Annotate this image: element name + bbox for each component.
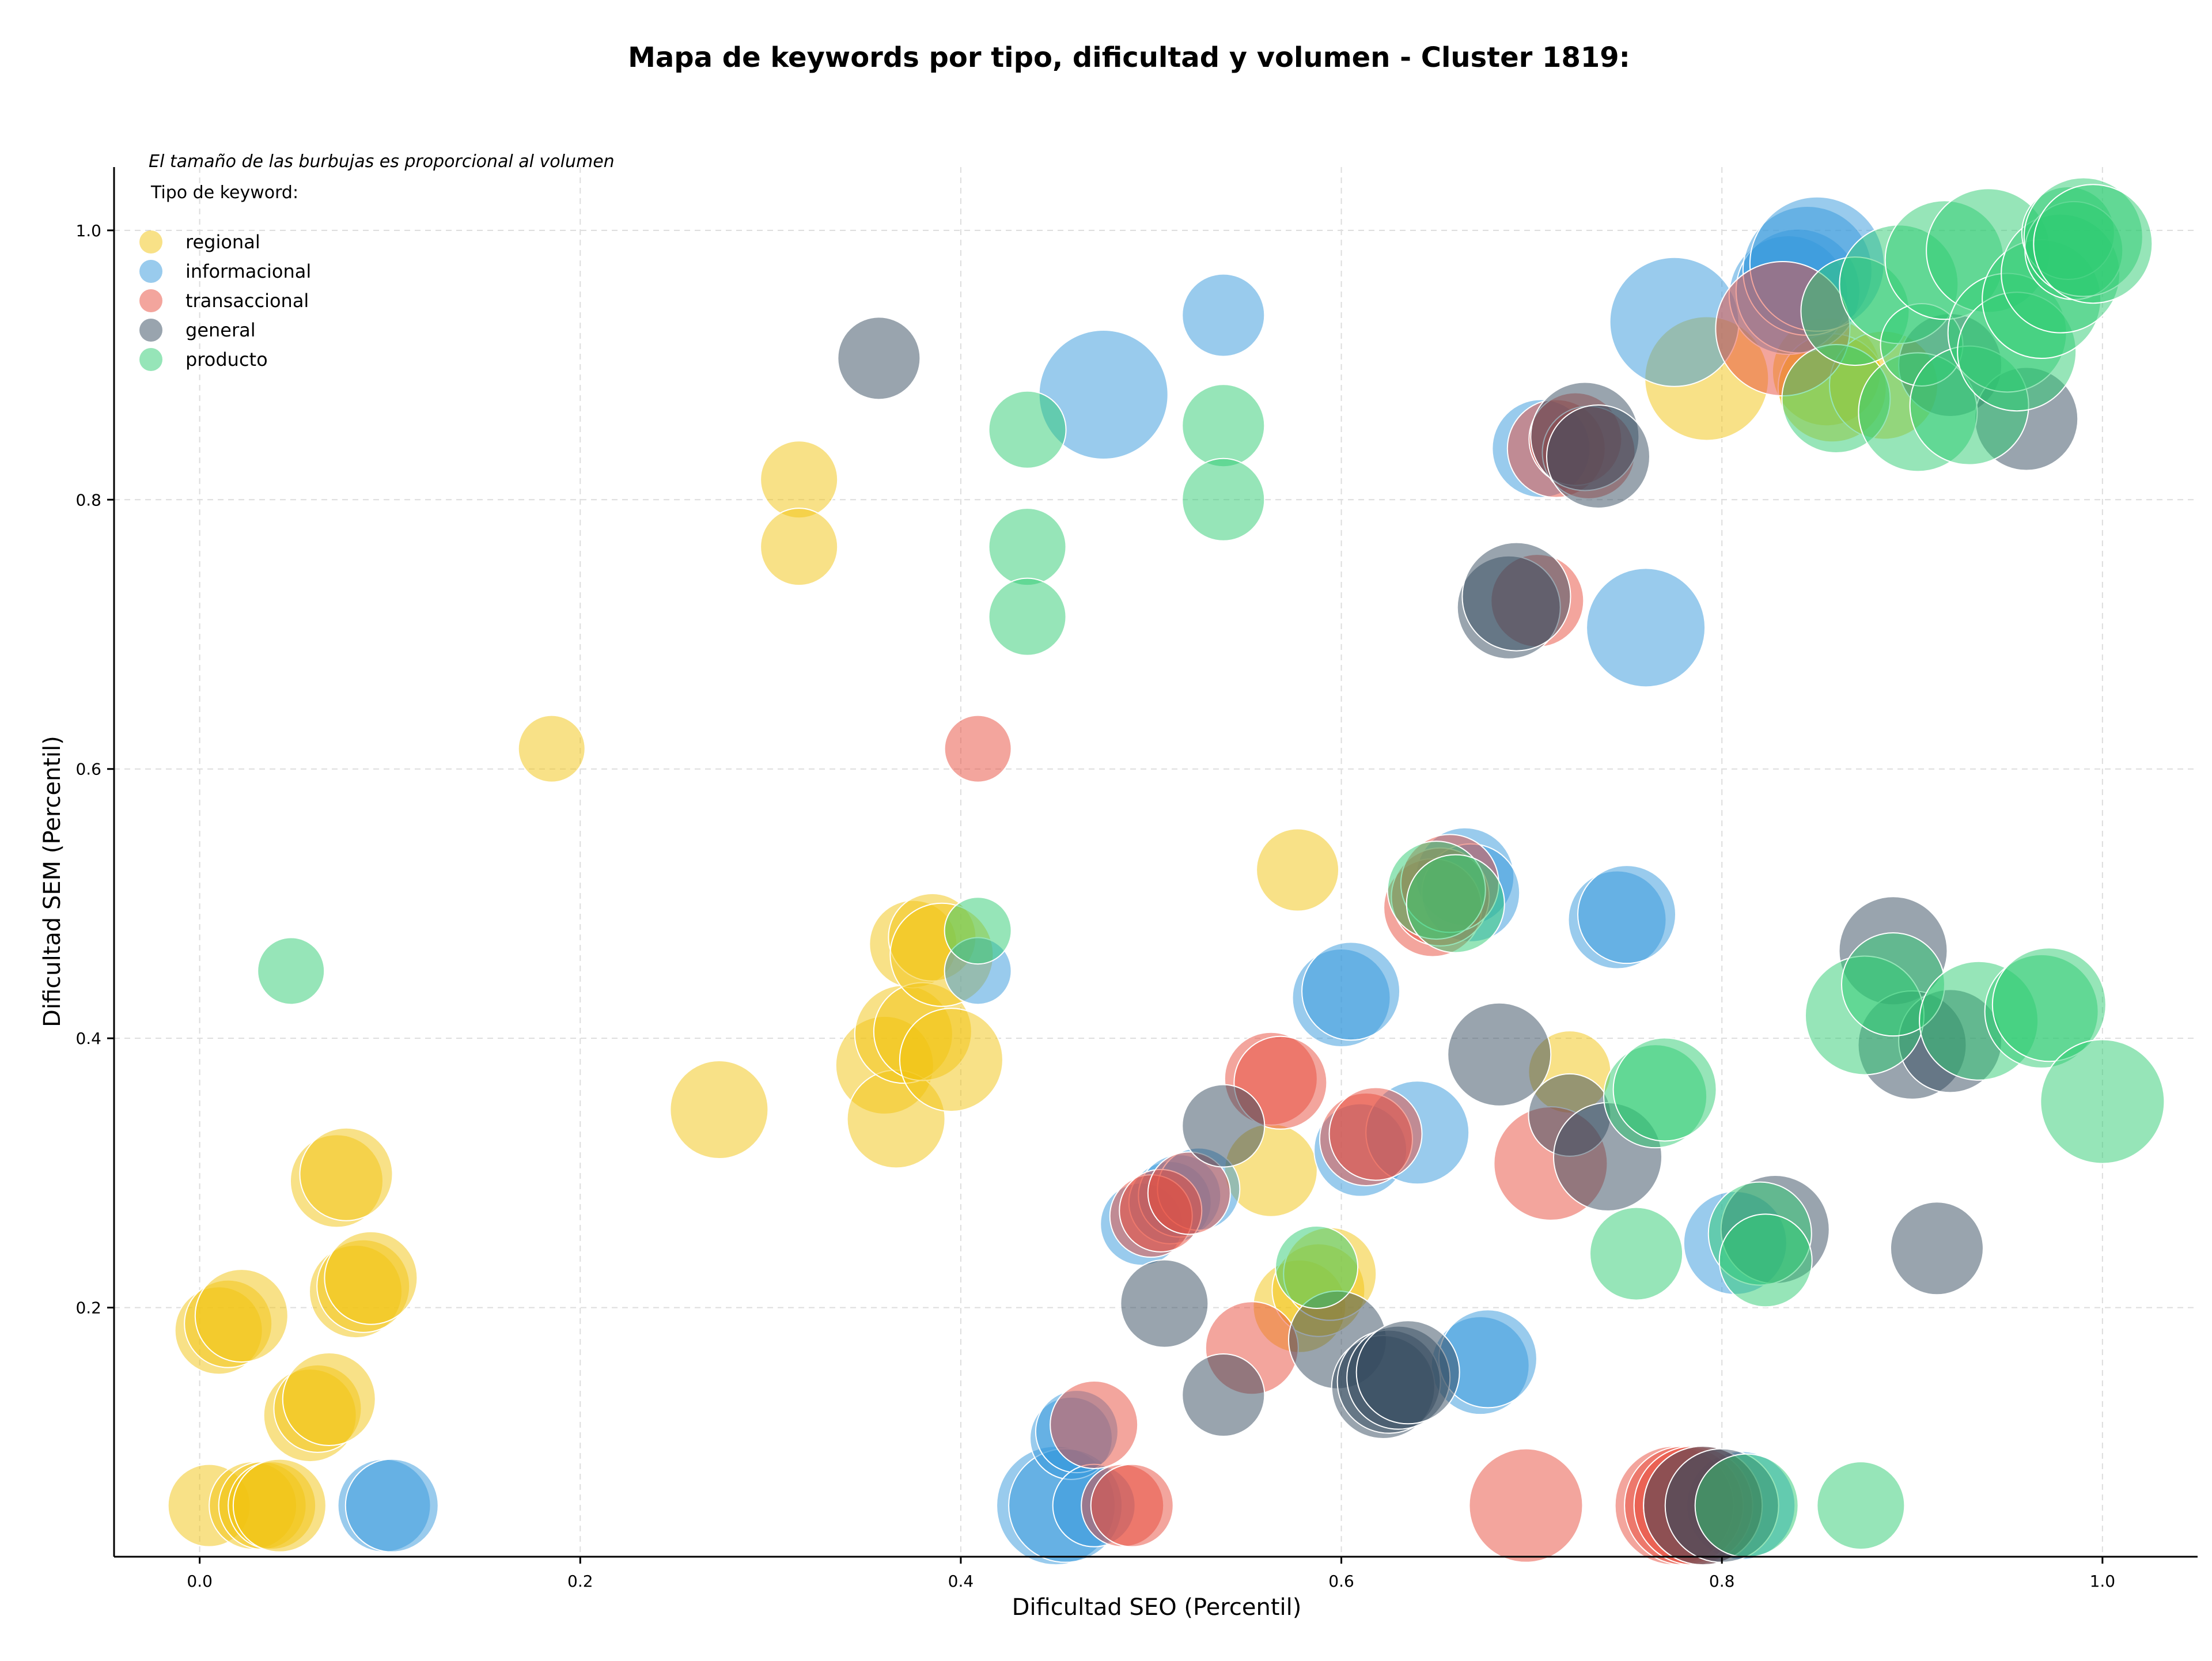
bubble-general (837, 316, 921, 400)
legend-marker-general (139, 319, 162, 342)
bubble-producto (257, 937, 325, 1005)
bubble-producto (988, 508, 1067, 587)
bubble-producto (1181, 384, 1266, 468)
bubble-general (1181, 1084, 1266, 1168)
bubble-general (1461, 542, 1571, 652)
bubble-transaccional (944, 714, 1012, 783)
legend-marker-regional (139, 230, 162, 253)
legend-title: Tipo de keyword: (150, 183, 298, 203)
bubble-transaccional (1147, 1151, 1231, 1235)
bubble-regional (194, 1269, 289, 1363)
bubble-regional (232, 1458, 327, 1553)
bubble-producto (1275, 1225, 1359, 1309)
x-tick-label: 0.2 (567, 1572, 593, 1591)
bubble-regional (669, 1060, 769, 1160)
y-tick-label: 0.4 (75, 1029, 101, 1048)
bubble-producto (1991, 947, 2107, 1062)
axes: 0.0 0.2 0.4 0.6 0.8 1.0 0.2 0.4 0.6 0.8 1.0 (75, 167, 2198, 1591)
bubble-regional (760, 440, 839, 519)
bubble-producto (944, 896, 1012, 965)
bubble-regional (899, 1008, 1003, 1113)
bubble-regional (517, 714, 586, 783)
bubble-producto (1612, 1037, 1717, 1142)
x-tick-label: 0.8 (1709, 1572, 1735, 1591)
legend: regional informacional transaccional genera… (139, 230, 311, 371)
bubble-informacional (1181, 273, 1266, 357)
bubble-regional (324, 1231, 418, 1325)
bubble-producto (1816, 1461, 1906, 1550)
legend-marker-informacional (139, 260, 162, 283)
legend-label-transaccional: transaccional (185, 290, 309, 312)
x-tick-label: 0.0 (187, 1572, 213, 1591)
volume-note: El tamaño de las burbujas es proporciona… (149, 152, 615, 172)
bubble-general (1889, 1201, 1984, 1296)
bubble-transaccional (1050, 1380, 1139, 1469)
bubble-producto (988, 390, 1067, 469)
x-tick-label: 0.6 (1328, 1572, 1354, 1591)
legend-marker-producto (139, 348, 162, 371)
bubbles (167, 177, 2165, 1566)
y-tick-label: 0.6 (75, 760, 101, 779)
bubble-informacional (1301, 941, 1401, 1041)
x-tick-label: 0.4 (948, 1572, 974, 1591)
bubble-general (1181, 1353, 1266, 1437)
y-axis-label: Dificultad SEM (Percentil) (39, 736, 66, 1027)
bubble-general (1120, 1259, 1209, 1348)
bubble-informacional (1586, 567, 1706, 688)
bubble-producto (1589, 1206, 1684, 1301)
x-axis-label: Dificultad SEO (Percentil) (1012, 1594, 1302, 1621)
legend-marker-transaccional (139, 289, 162, 312)
bubble-informacional (344, 1458, 439, 1553)
bubble-regional (1256, 828, 1340, 912)
bubble-producto (1694, 1453, 1799, 1558)
bubble-producto (2040, 1039, 2165, 1164)
y-tick-label: 0.8 (75, 490, 101, 509)
y-tick-label: 1.0 (75, 221, 101, 240)
legend-label-producto: producto (185, 349, 268, 370)
bubble-general (1355, 1320, 1460, 1425)
bubble-transaccional (1090, 1463, 1174, 1548)
bubble-general (1447, 1002, 1552, 1107)
bubble-regional (299, 1127, 393, 1221)
x-tick-label: 1.0 (2090, 1572, 2116, 1591)
legend-label-general: general (185, 319, 256, 341)
bubble-producto (2033, 184, 2153, 304)
legend-label-regional: regional (185, 231, 260, 253)
bubble-producto (1718, 1213, 1813, 1308)
legend-label-informacional: informacional (185, 260, 311, 282)
bubble-producto (988, 577, 1067, 656)
bubble-general (1546, 404, 1650, 509)
bubble-regional (282, 1352, 376, 1447)
bubble-producto (1181, 457, 1266, 542)
bubble-informacional (1577, 865, 1677, 964)
bubble-regional (760, 508, 839, 587)
bubble-transaccional (1328, 1087, 1423, 1181)
chart-title: Mapa de keywords por tipo, dificultad y … (628, 41, 1630, 74)
bubble-producto (1406, 854, 1505, 954)
y-tick-label: 0.2 (75, 1299, 101, 1318)
bubble-transaccional (1468, 1448, 1584, 1563)
